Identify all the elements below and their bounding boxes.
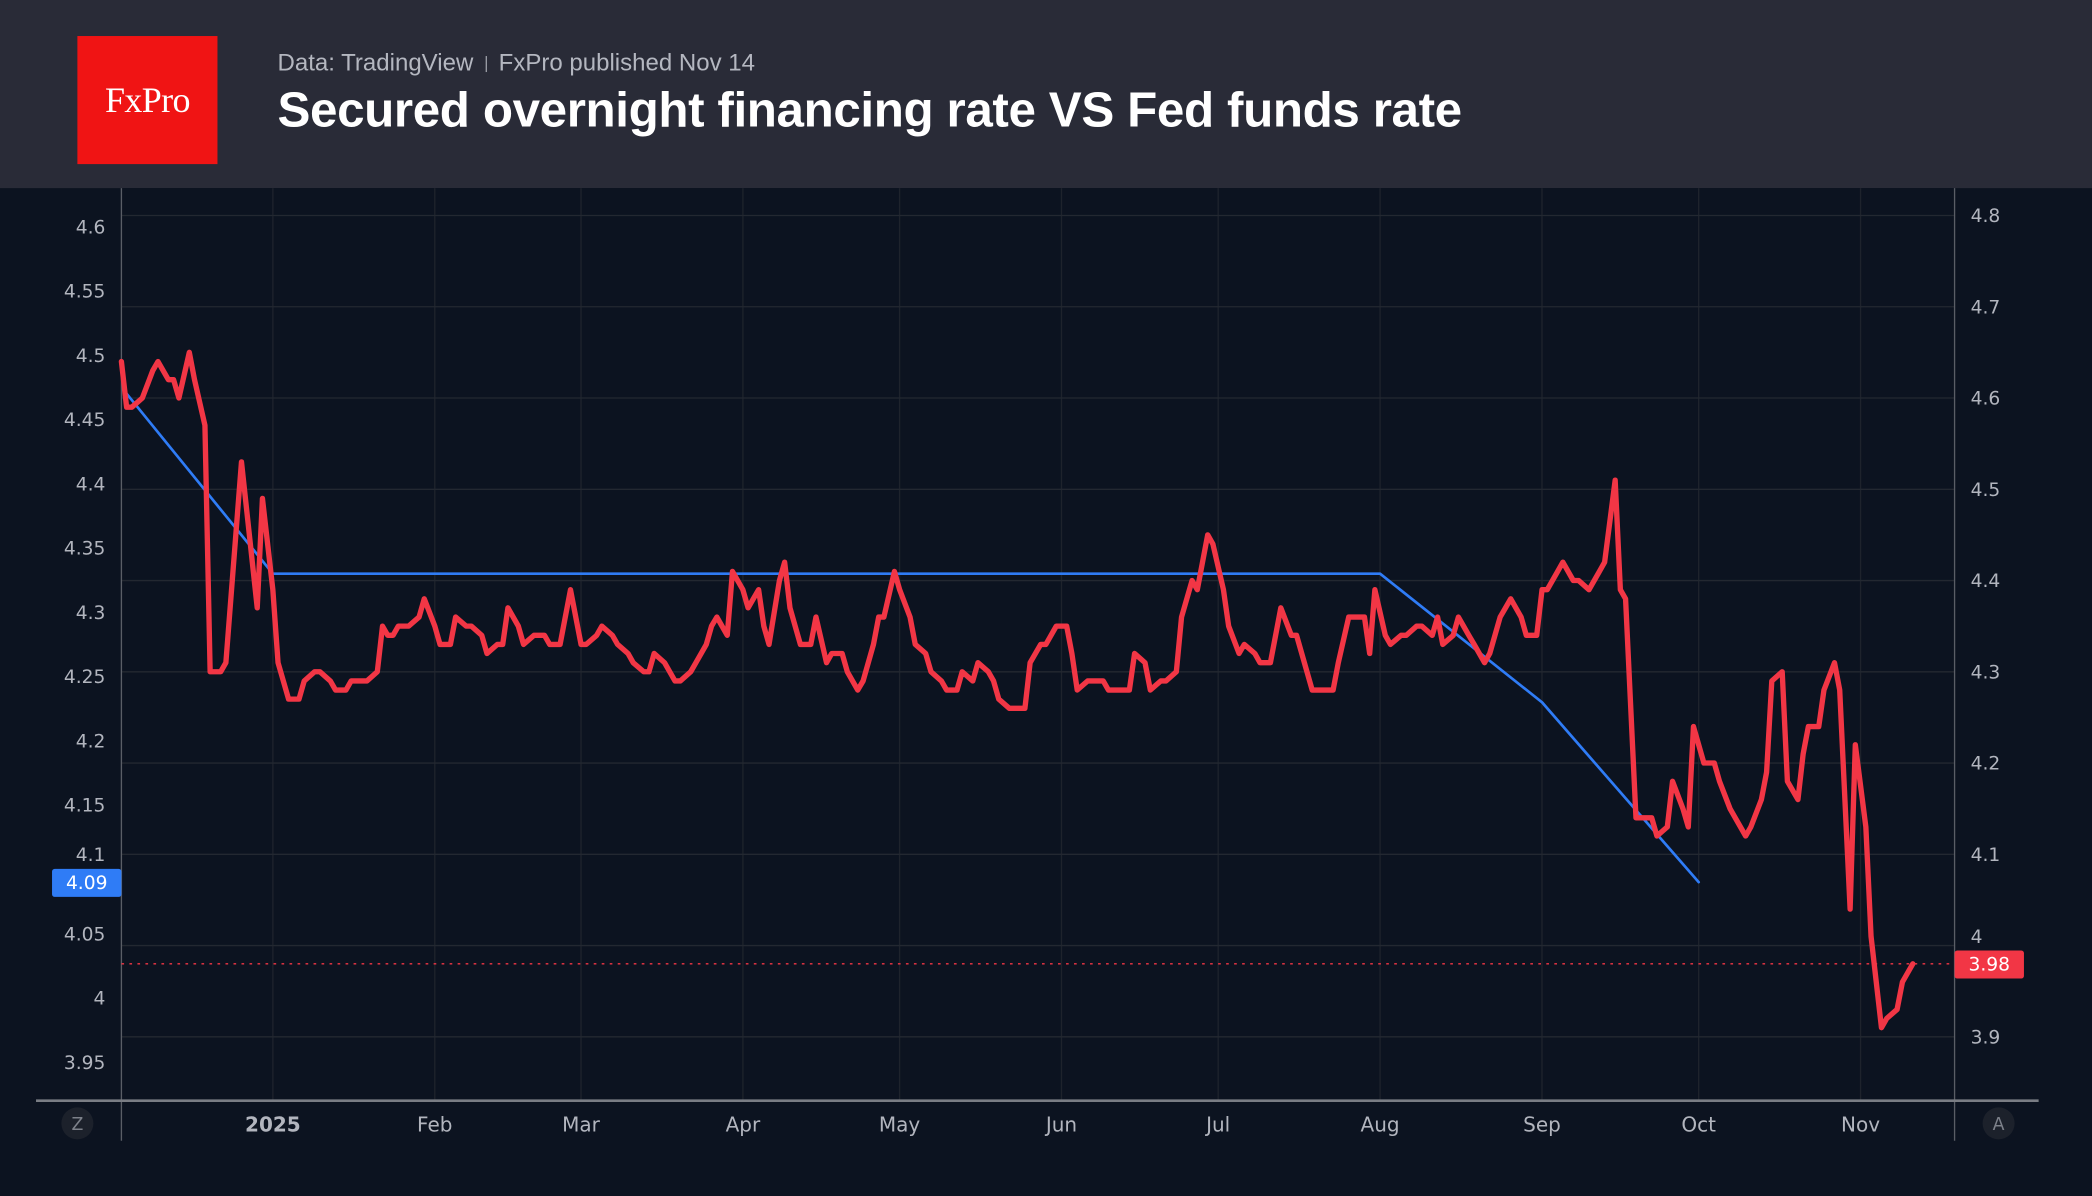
- logo-text: FxPro: [105, 79, 190, 120]
- left-axis-tick-label: 4.05: [64, 924, 106, 945]
- x-axis-tick-label: Aug: [1361, 1112, 1400, 1136]
- auto-scale-button[interactable]: A: [1982, 1107, 2015, 1140]
- left-axis-tick-label: 4.55: [64, 282, 106, 303]
- publisher-note: FxPro published Nov 14: [498, 49, 755, 77]
- right-axis-tick-label: 4.3: [1971, 662, 2001, 683]
- left-axis-tick-label: 4: [94, 989, 106, 1010]
- x-axis-tick-label: Nov: [1841, 1112, 1880, 1136]
- fed-funds-last-value-badge: [52, 868, 122, 897]
- right-axis-tick-label: 3.9: [1971, 1027, 2001, 1048]
- x-axis-tick-label: Jun: [1044, 1112, 1077, 1136]
- right-axis-tick-label: 4.6: [1971, 389, 2001, 410]
- fed-funds-last-value-label: 4.09: [66, 873, 108, 894]
- left-scale-button[interactable]: Z: [61, 1107, 94, 1140]
- sofr-line[interactable]: [118, 349, 1916, 1031]
- x-axis-tick-label: Oct: [1681, 1112, 1716, 1136]
- left-axis-tick-label: 4.6: [76, 217, 106, 238]
- sofr-last-value-label: 3.98: [1968, 954, 2010, 975]
- left-axis-tick-label: 3.95: [64, 1053, 106, 1074]
- x-axis-tick-label: 2025: [245, 1112, 301, 1136]
- x-axis-tick-label: May: [879, 1112, 921, 1136]
- x-axis-tick-label: Feb: [417, 1112, 452, 1136]
- left-axis-tick-label: 4.2: [76, 731, 106, 752]
- right-axis-tick-label: 4.7: [1971, 297, 2001, 318]
- x-axis-tick-label: Jul: [1204, 1112, 1230, 1136]
- left-axis-tick-label: 4.25: [64, 667, 106, 688]
- fed-funds-rate-line-group: [125, 392, 1701, 884]
- left-axis-tick-label: 4.35: [64, 539, 106, 560]
- x-axis-tick-label: Apr: [726, 1112, 761, 1136]
- auto-scale-button-label[interactable]: A: [1993, 1115, 2005, 1135]
- right-axis-tick-label: 4.1: [1971, 845, 2001, 866]
- subtitle: Data: TradingView FxPro published Nov 14: [278, 49, 755, 77]
- left-axis-tick-label: 4.45: [64, 410, 106, 431]
- auto-scale-button-circle[interactable]: [1982, 1107, 2015, 1140]
- x-axis-tick-label: Sep: [1523, 1112, 1561, 1136]
- sofr-last-value-badge: [1954, 950, 2024, 979]
- left-axis-tick-label: 4.5: [76, 346, 106, 367]
- right-axis-tick-label: 4.8: [1971, 206, 2001, 227]
- left-axis-tick-label: 4.1: [76, 845, 106, 866]
- right-axis-tick-label: 4.2: [1971, 754, 2001, 775]
- header: FxPro Data: TradingView FxPro published …: [0, 0, 2092, 189]
- x-axis-tick-label: Mar: [562, 1112, 601, 1136]
- sofr-line-group: [118, 349, 1916, 1031]
- fxpro-logo: FxPro: [77, 36, 218, 165]
- left-axis-tick-label: 4.15: [64, 796, 106, 817]
- left-scale-button-label[interactable]: Z: [71, 1115, 83, 1135]
- right-axis-tick-label: 4: [1971, 927, 1983, 948]
- left-axis-tick-label: 4.3: [76, 603, 106, 624]
- left-axis-tick-label: 4.4: [76, 474, 106, 495]
- chart-title: Secured overnight financing rate VS Fed …: [277, 82, 1463, 138]
- separator: [485, 55, 487, 72]
- left-scale-button-circle[interactable]: [61, 1107, 94, 1140]
- right-axis-tick-label: 4.4: [1971, 571, 2001, 592]
- data-source: Data: TradingView: [277, 49, 474, 77]
- right-axis-tick-label: 4.5: [1971, 480, 2001, 501]
- fed-funds-rate-line[interactable]: [125, 392, 1701, 884]
